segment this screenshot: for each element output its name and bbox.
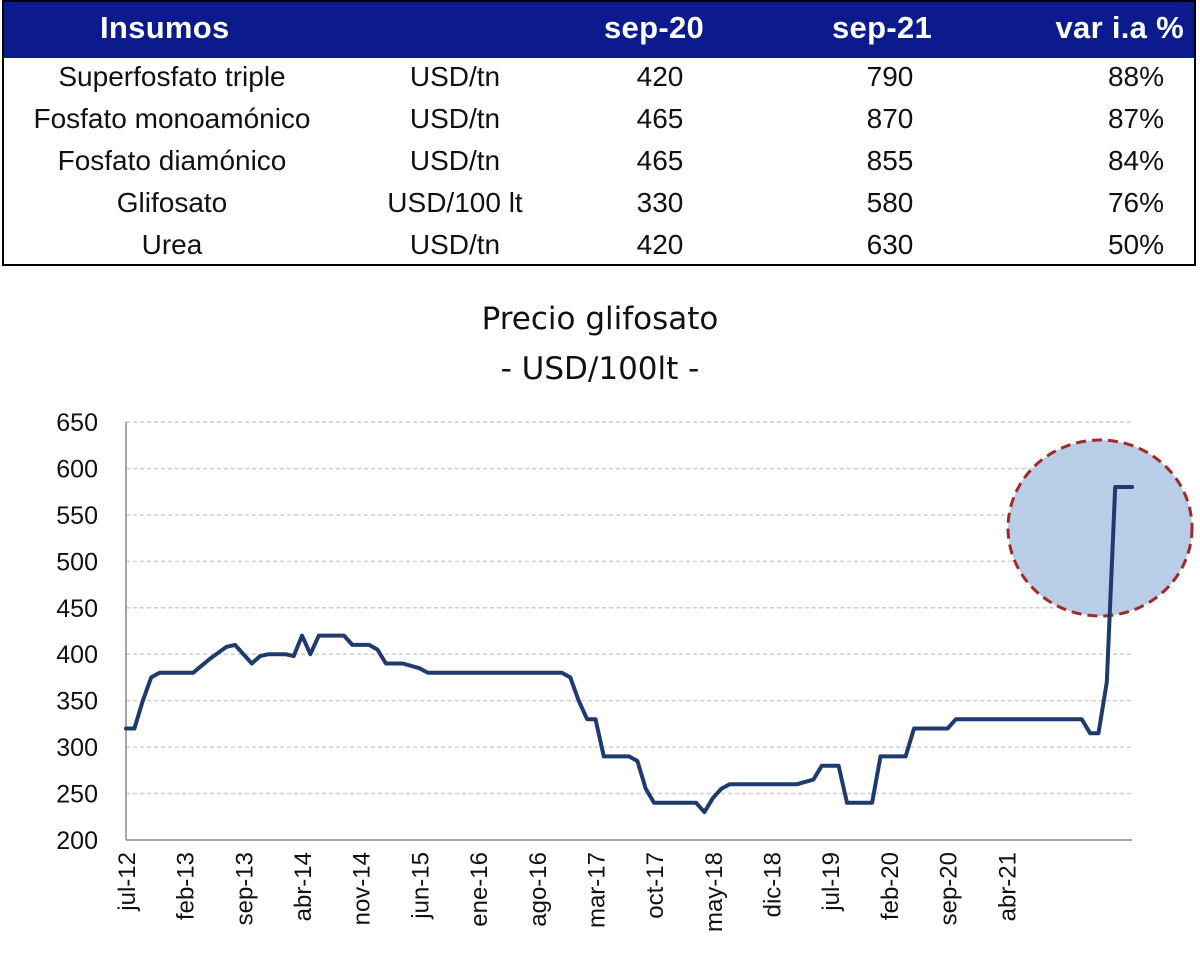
table-header: Insumos sep-20 sep-21 var i.a % <box>4 2 1194 58</box>
x-tick-label: feb-13 <box>173 852 200 920</box>
row-var: 50% <box>1107 229 1164 260</box>
x-tick-label: ene-16 <box>466 852 493 927</box>
row-unit: USD/tn <box>409 145 501 176</box>
x-tick-label: abr-21 <box>994 852 1021 921</box>
table-row: Urea USD/tn 420 630 50% <box>4 226 1194 268</box>
x-tick-label: sep-13 <box>231 852 258 925</box>
chart-title: Precio glifosato <box>481 301 719 337</box>
row-name: Superfosfato triple <box>58 61 286 92</box>
y-tick-label: 250 <box>56 781 98 809</box>
x-tick-label: sep-20 <box>936 852 963 925</box>
row-sep20: 330 <box>636 187 684 218</box>
row-var: 84% <box>1107 145 1164 176</box>
row-unit: USD/tn <box>409 229 501 260</box>
y-tick-label: 300 <box>56 734 98 762</box>
y-tick-label: 600 <box>56 455 98 483</box>
x-tick-label: nov-14 <box>349 852 376 925</box>
y-tick-label: 650 <box>56 409 98 437</box>
row-sep20: 465 <box>636 145 684 176</box>
x-tick-label: mar-17 <box>583 852 610 928</box>
y-tick-label: 400 <box>56 641 98 669</box>
table-row: Fosfato diamónico USD/tn 465 855 84% <box>4 142 1194 184</box>
x-tick-label: oct-17 <box>642 852 669 919</box>
row-sep20: 420 <box>636 229 684 260</box>
x-tick-label: jul-19 <box>818 852 845 912</box>
row-sep21: 790 <box>866 61 914 92</box>
row-var: 88% <box>1107 61 1164 92</box>
row-sep21: 855 <box>866 145 914 176</box>
y-tick-label: 550 <box>56 502 98 530</box>
row-var: 87% <box>1107 103 1164 134</box>
highlight-circle <box>1006 438 1194 618</box>
row-name: Fosfato diamónico <box>57 145 287 176</box>
series-line <box>124 485 1134 815</box>
table-row: Fosfato monoamónico USD/tn 465 870 87% <box>4 100 1194 142</box>
row-sep21: 580 <box>866 187 914 218</box>
y-tick-label: 450 <box>56 595 98 623</box>
row-name: Glifosato <box>116 187 228 218</box>
header-insumos: Insumos <box>100 10 230 45</box>
x-tick-label: ago-16 <box>525 852 552 927</box>
x-tick-label: jul-12 <box>114 852 141 912</box>
header-sep-20: sep-20 <box>604 10 705 45</box>
y-tick-label: 500 <box>56 548 98 576</box>
row-var: 76% <box>1107 187 1164 218</box>
table-row: Superfosfato triple USD/tn 420 790 88% <box>4 58 1194 100</box>
x-tick-label: abr-14 <box>290 852 317 921</box>
inputs-price-table: Insumos sep-20 sep-21 var i.a % Superfos… <box>2 0 1196 266</box>
row-name: Urea <box>141 229 203 260</box>
x-tick-label: may-18 <box>701 852 728 932</box>
glifosato-price-chart: 200 250 300 350 400 450 500 550 600 650 jul-12 feb-… <box>56 409 1194 932</box>
y-tick-label: 200 <box>56 827 98 855</box>
y-tick-label: 350 <box>56 688 98 716</box>
row-unit: USD/tn <box>409 61 501 92</box>
x-tick-label: feb-20 <box>877 852 904 920</box>
x-tick-label: dic-18 <box>760 852 787 917</box>
header-sep-21: sep-21 <box>832 10 933 45</box>
row-sep21: 630 <box>866 229 914 260</box>
chart-subtitle: - USD/100lt - <box>500 351 700 387</box>
table-row: Glifosato USD/100 lt 330 580 76% <box>4 184 1194 226</box>
row-sep20: 420 <box>636 61 684 92</box>
row-unit: USD/100 lt <box>387 187 523 218</box>
row-sep21: 870 <box>866 103 914 134</box>
header-var: var i.a % <box>1055 10 1184 45</box>
row-name: Fosfato monoamónico <box>33 103 311 134</box>
row-unit: USD/tn <box>409 103 501 134</box>
row-sep20: 465 <box>636 103 684 134</box>
x-tick-label: jun-15 <box>407 852 434 920</box>
